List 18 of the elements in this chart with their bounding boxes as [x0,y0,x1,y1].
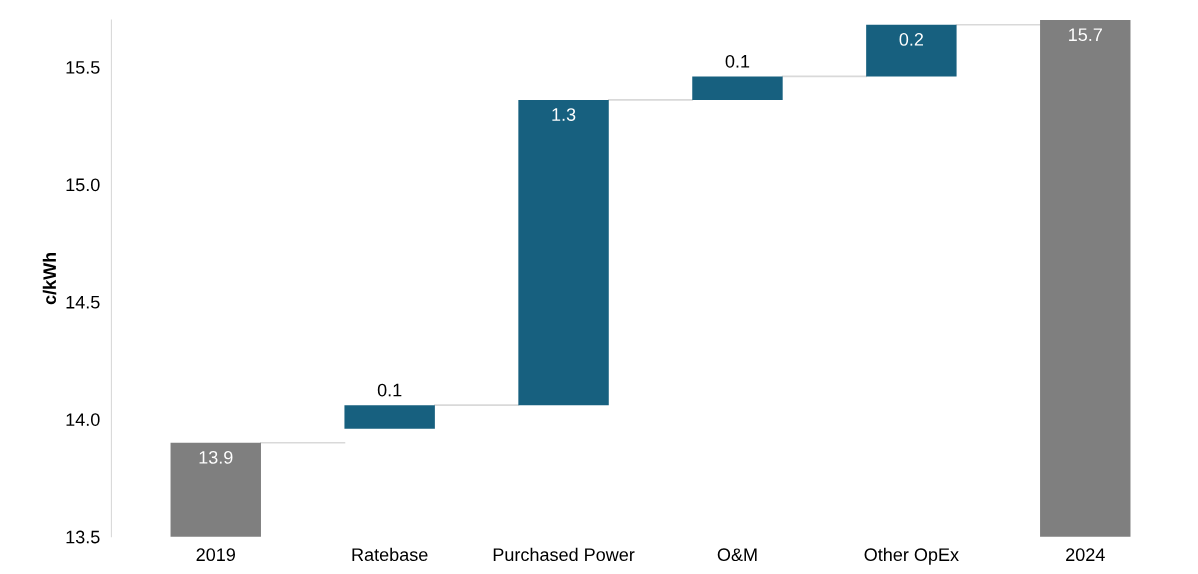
x-tick-label: 2019 [196,548,235,562]
data-label: 15.7 [1069,28,1102,42]
data-label: 13.9 [199,450,233,464]
x-tick-label: O&M [717,548,757,562]
y-tick-label: 15.5 [66,61,100,74]
x-tick-label: 2024 [1066,548,1105,562]
data-label: 0.1 [725,54,750,68]
x-tick-label: Ratebase [352,547,428,562]
y-tick-label: 13.5 [66,530,100,544]
y-tick-label: 15.0 [66,178,100,192]
x-tick-label: Purchased Power [493,547,635,562]
data-label: 0.2 [899,33,924,46]
data-label: 0.1 [377,383,402,397]
y-axis-title: c/kWh [42,252,57,305]
data-label: 1.3 [552,108,576,121]
y-tick-label: 14.0 [66,413,100,426]
y-tick-label: 14.5 [66,295,100,309]
x-tick-label: Other OpEx [864,547,959,565]
